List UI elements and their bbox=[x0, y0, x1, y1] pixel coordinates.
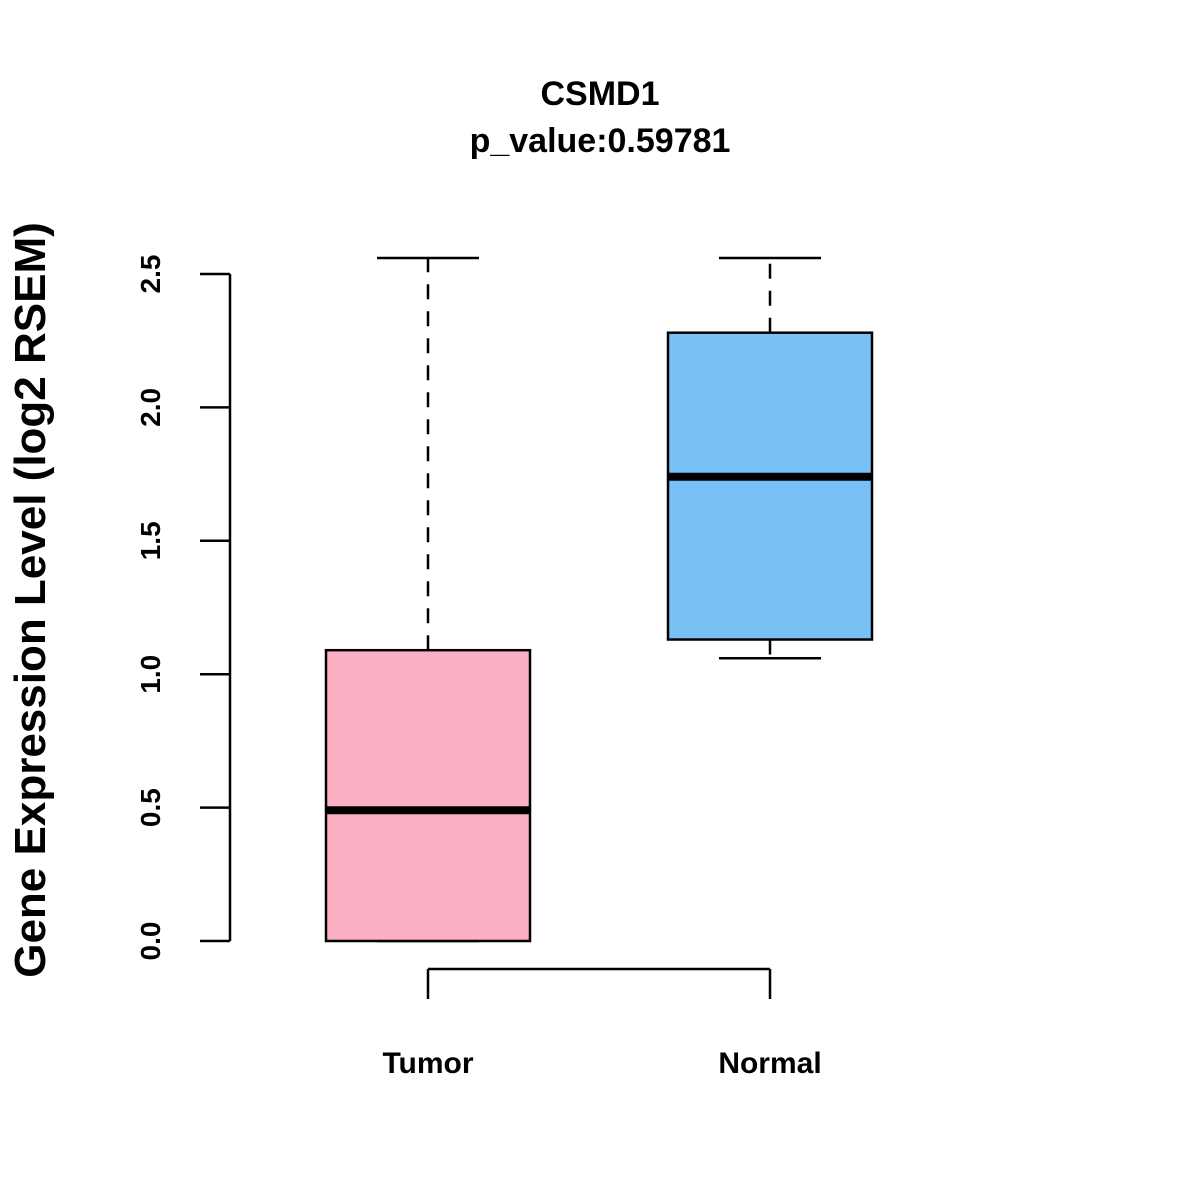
box-normal bbox=[666, 256, 874, 660]
y-axis-label: Gene Expression Level (log2 RSEM) bbox=[6, 222, 55, 978]
box-tumor bbox=[324, 256, 532, 943]
y-tick-label: 0.0 bbox=[135, 922, 166, 961]
y-tick-label: 1.0 bbox=[135, 655, 166, 694]
box-iqr bbox=[666, 331, 874, 641]
y-tick-label: 1.5 bbox=[135, 521, 166, 560]
chart-title: CSMD1 bbox=[540, 75, 659, 113]
y-axis: 0.0 0.5 1.0 1.5 2.0 2.5 bbox=[135, 255, 232, 961]
x-tick-label-tumor: Tumor bbox=[382, 1047, 473, 1080]
chart-subtitle: p_value:0.59781 bbox=[470, 122, 731, 160]
boxes-group bbox=[324, 256, 874, 943]
y-tick-label: 0.5 bbox=[135, 788, 166, 827]
y-tick-label: 2.5 bbox=[135, 255, 166, 294]
box-iqr bbox=[324, 648, 532, 943]
y-tick-label: 2.0 bbox=[135, 388, 166, 427]
x-tick-label-normal: Normal bbox=[718, 1047, 821, 1080]
x-axis: Tumor Normal bbox=[382, 967, 822, 1080]
